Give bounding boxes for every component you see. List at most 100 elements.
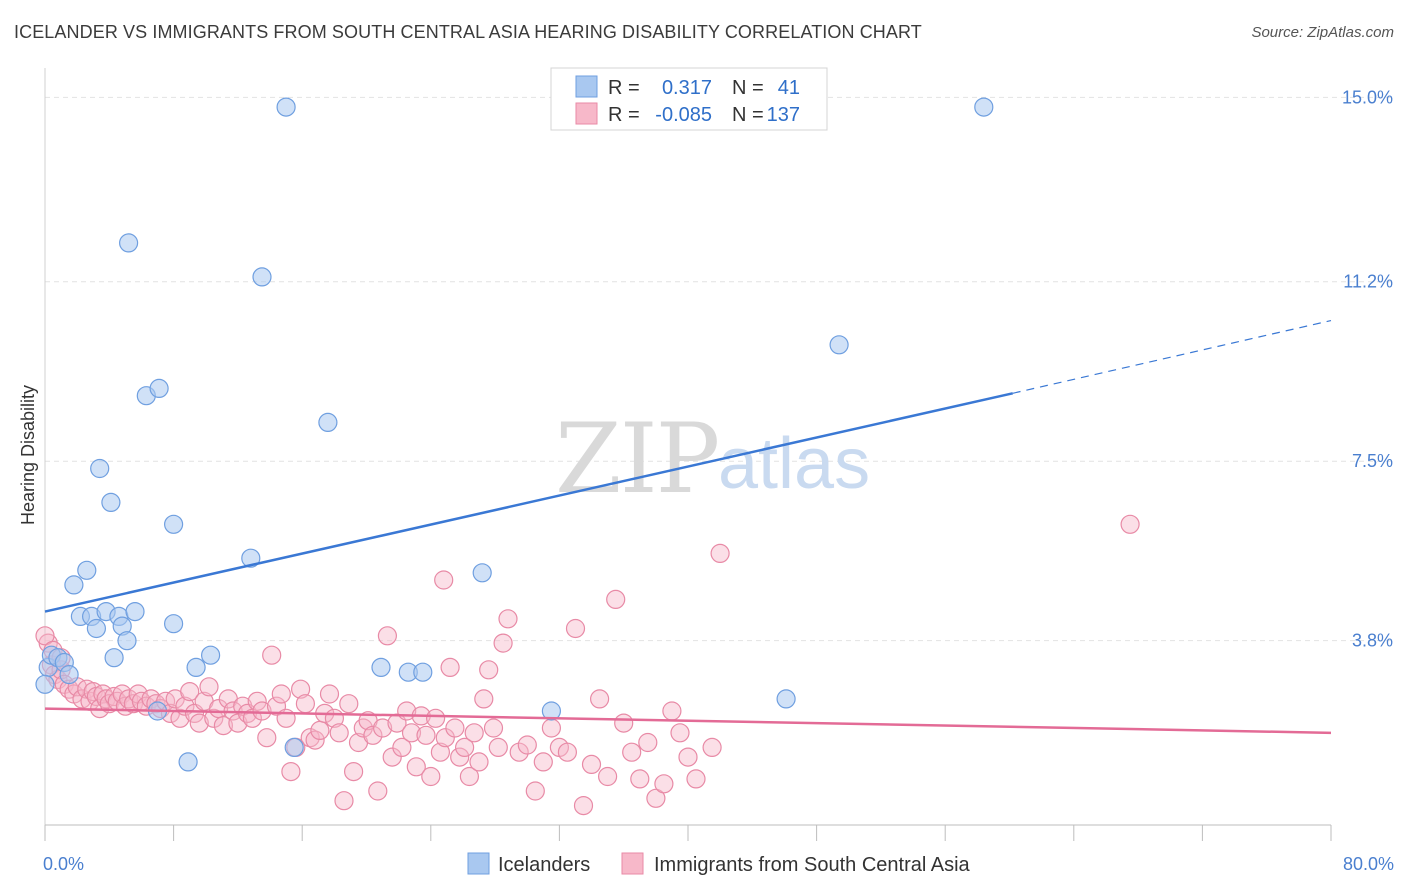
icelander-point-29 — [276, 97, 296, 117]
legend-n-value: 41 — [778, 77, 800, 99]
immigrant-point-62 — [310, 720, 330, 741]
legend-swatch-immigrants — [575, 102, 598, 125]
immigrant-point-99 — [488, 737, 508, 758]
bottom-legend: Icelanders Immigrants from South Central… — [467, 852, 971, 876]
icelander-point-17 — [125, 601, 145, 622]
x-tick-label-1: 80.0% — [1343, 854, 1394, 874]
immigrant-point-103 — [509, 742, 529, 762]
icelander-point-9 — [86, 618, 107, 639]
icelander-point-30 — [284, 737, 304, 758]
x-tick-labels: 0.0% 80.0% — [43, 854, 1394, 874]
bottom-legend-label-immigrants: Immigrants from South Central Asia — [654, 854, 971, 876]
immigrant-point-98 — [483, 718, 504, 738]
axes — [44, 68, 1332, 841]
icelander-point-18 — [119, 233, 139, 253]
legend-row-icelanders: R = 0.317 N = 41 — [575, 75, 800, 99]
icelander-point-25 — [186, 657, 206, 678]
immigrant-point-40 — [204, 708, 224, 728]
immigrant-point-94 — [464, 723, 484, 743]
immigrant-point-66 — [329, 723, 349, 743]
immigrant-point-61 — [305, 730, 325, 750]
immigrant-point-102 — [493, 633, 513, 653]
watermark: ZIP atlas — [555, 403, 870, 515]
legend-box: R = 0.317 N = 41 R = -0.085 N = 137 — [550, 67, 828, 131]
icelander-point-37 — [776, 689, 796, 709]
immigrant-point-125 — [686, 769, 706, 789]
immigrant-point-93 — [459, 766, 479, 787]
immigrant-point-119 — [638, 732, 658, 753]
y-tick-label-3: 15.0% — [1342, 87, 1393, 107]
watermark-atlas: atlas — [718, 424, 870, 504]
legend-n-label: N = — [732, 104, 764, 126]
immigrant-point-82 — [406, 757, 426, 777]
icelander-point-7 — [77, 560, 97, 580]
immigrant-point-73 — [363, 725, 383, 745]
immigrant-point-49 — [247, 691, 267, 711]
immigrant-point-52 — [262, 645, 282, 665]
y-axis-title: Hearing Disability — [18, 385, 38, 525]
immigrant-point-69 — [344, 761, 364, 782]
icelander-point-28 — [252, 267, 272, 287]
y-tick-label-0: 3.8% — [1352, 631, 1393, 651]
immigrant-point-75 — [373, 718, 393, 738]
immigrant-point-129 — [35, 626, 55, 646]
icelander-point-22 — [164, 514, 184, 534]
icelander-point-32 — [371, 657, 391, 678]
icelander-point-13 — [104, 648, 124, 668]
immigrant-point-60 — [300, 728, 320, 748]
x-tick-label-0: 0.0% — [43, 854, 84, 874]
trend-lines — [44, 319, 1332, 735]
immigrant-point-106 — [533, 752, 553, 772]
bottom-legend-swatch-icelanders — [467, 852, 490, 875]
immigrant-point-109 — [557, 742, 578, 762]
immigrant-point-33 — [170, 708, 190, 728]
icelander-point-4 — [59, 664, 79, 685]
immigrant-point-128 — [1120, 514, 1140, 534]
icelander-point-10 — [90, 458, 110, 479]
immigrant-point-68 — [339, 694, 359, 714]
immigrant-point-117 — [622, 742, 642, 762]
immigrant-point-90 — [445, 718, 465, 738]
immigrant-point-56 — [281, 761, 301, 782]
legend-r-value: -0.085 — [655, 104, 712, 126]
legend-r-label: R = — [608, 77, 640, 99]
immigrant-point-9 — [72, 689, 92, 709]
immigrant-point-113 — [589, 689, 610, 709]
immigrant-point-126 — [702, 737, 722, 758]
immigrant-point-110 — [565, 618, 586, 639]
immigrant-point-114 — [597, 766, 618, 787]
icelander-point-26 — [201, 645, 221, 665]
immigrant-point-95 — [469, 752, 489, 772]
icelander-point-12 — [101, 492, 121, 512]
icelander-point-23 — [164, 614, 184, 634]
immigrant-point-101 — [498, 609, 518, 629]
immigrant-point-121 — [654, 774, 674, 794]
icelander-point-35 — [472, 563, 492, 583]
icelanders-trend-line — [44, 392, 1013, 613]
immigrant-point-87 — [430, 742, 450, 762]
immigrant-point-59 — [295, 694, 315, 714]
watermark-zip: ZIP — [555, 403, 718, 515]
immigrant-point-118 — [630, 769, 650, 789]
immigrants-trend-line — [44, 707, 1332, 735]
immigrant-point-112 — [581, 754, 602, 775]
immigrant-point-51 — [257, 728, 277, 748]
immigrant-point-104 — [517, 735, 537, 755]
immigrant-point-58 — [291, 679, 311, 699]
legend-n-label: N = — [732, 77, 764, 99]
y-tick-labels: 3.8% 7.5% 11.2% 15.0% — [1342, 87, 1393, 650]
immigrant-point-100 — [434, 570, 454, 590]
immigrant-point-35 — [180, 681, 200, 702]
immigrant-point-120 — [646, 788, 666, 808]
y-tick-label-2: 11.2% — [1343, 272, 1393, 292]
immigrant-point-88 — [435, 728, 455, 748]
immigrant-point-96 — [474, 689, 494, 709]
immigrant-point-76 — [377, 626, 397, 646]
immigrant-point-39 — [199, 677, 219, 697]
icelander-point-31 — [318, 412, 338, 432]
immigrant-point-97 — [479, 660, 499, 680]
legend-r-label: R = — [608, 104, 640, 126]
icelander-point-27 — [241, 548, 261, 568]
immigrant-point-107 — [541, 718, 562, 738]
